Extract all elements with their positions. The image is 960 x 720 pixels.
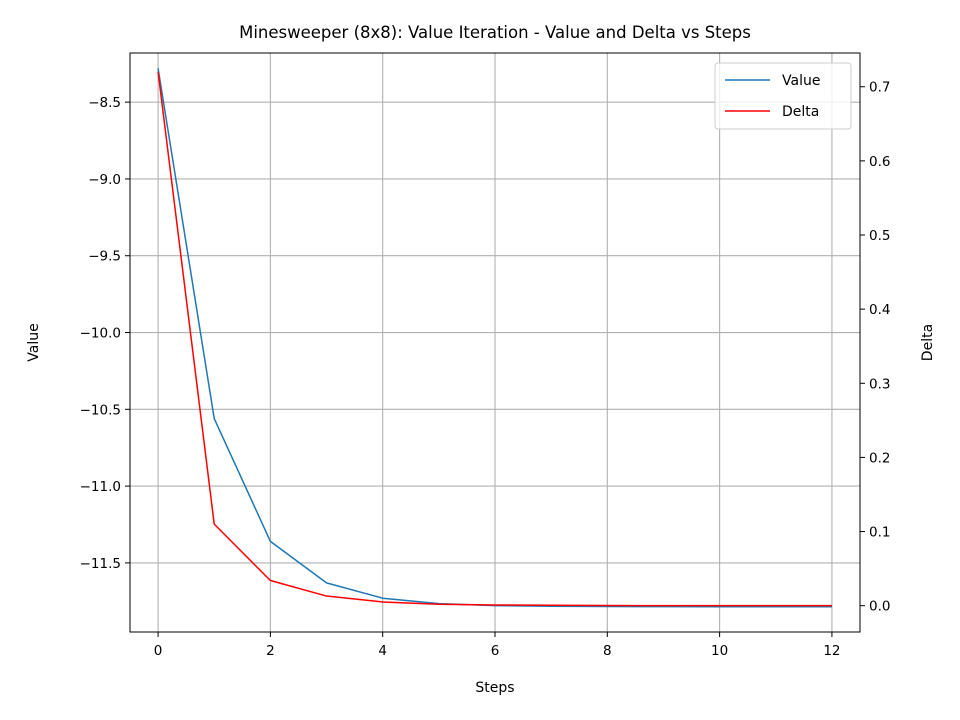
y-tick-label: −11.0 [80, 479, 121, 495]
y2-tick-label: 0.6 [869, 154, 890, 170]
y-tick-label: −11.5 [80, 556, 121, 572]
y2-axis-label: Delta [920, 324, 936, 361]
y-axis-label: Value [26, 323, 42, 361]
x-tick-label: 12 [823, 643, 840, 659]
y2-tick-label: 0.5 [869, 228, 890, 244]
y2-tick-label: 0.0 [869, 599, 890, 615]
y2-tick-label: 0.4 [869, 302, 890, 318]
y-tick-label: −8.5 [88, 95, 121, 111]
legend-label-delta: Delta [782, 104, 819, 120]
grid-layer [130, 53, 860, 632]
legend-label-value: Value [782, 73, 820, 89]
y-tick-label: −10.5 [80, 402, 121, 418]
x-tick-label: 8 [603, 643, 612, 659]
x-tick-label: 0 [154, 643, 163, 659]
ticks-layer: 0 2 4 6 8 10 12 −8.5 −9.0 −9.5 −10.0 −10.5 −11.0 −11.… [80, 80, 891, 659]
y2-tick-label: 0.1 [869, 525, 890, 541]
legend: Value Delta [714, 62, 852, 130]
x-tick-label: 4 [378, 643, 387, 659]
x-axis-label: Steps [475, 680, 514, 696]
y-tick-label: −10.0 [80, 326, 121, 342]
x-tick-label: 2 [266, 643, 275, 659]
y2-tick-label: 0.3 [869, 376, 890, 392]
series-line-delta [157, 71, 832, 607]
chart-title: Minesweeper (8x8): Value Iteration - Val… [239, 23, 751, 42]
y-tick-label: −9.5 [88, 249, 121, 265]
series-layer [157, 68, 832, 608]
x-tick-label: 10 [711, 643, 728, 659]
y2-tick-label: 0.2 [869, 450, 890, 466]
x-tick-label: 6 [491, 643, 500, 659]
y-tick-label: −9.0 [88, 172, 121, 188]
y2-tick-label: 0.7 [869, 80, 890, 96]
